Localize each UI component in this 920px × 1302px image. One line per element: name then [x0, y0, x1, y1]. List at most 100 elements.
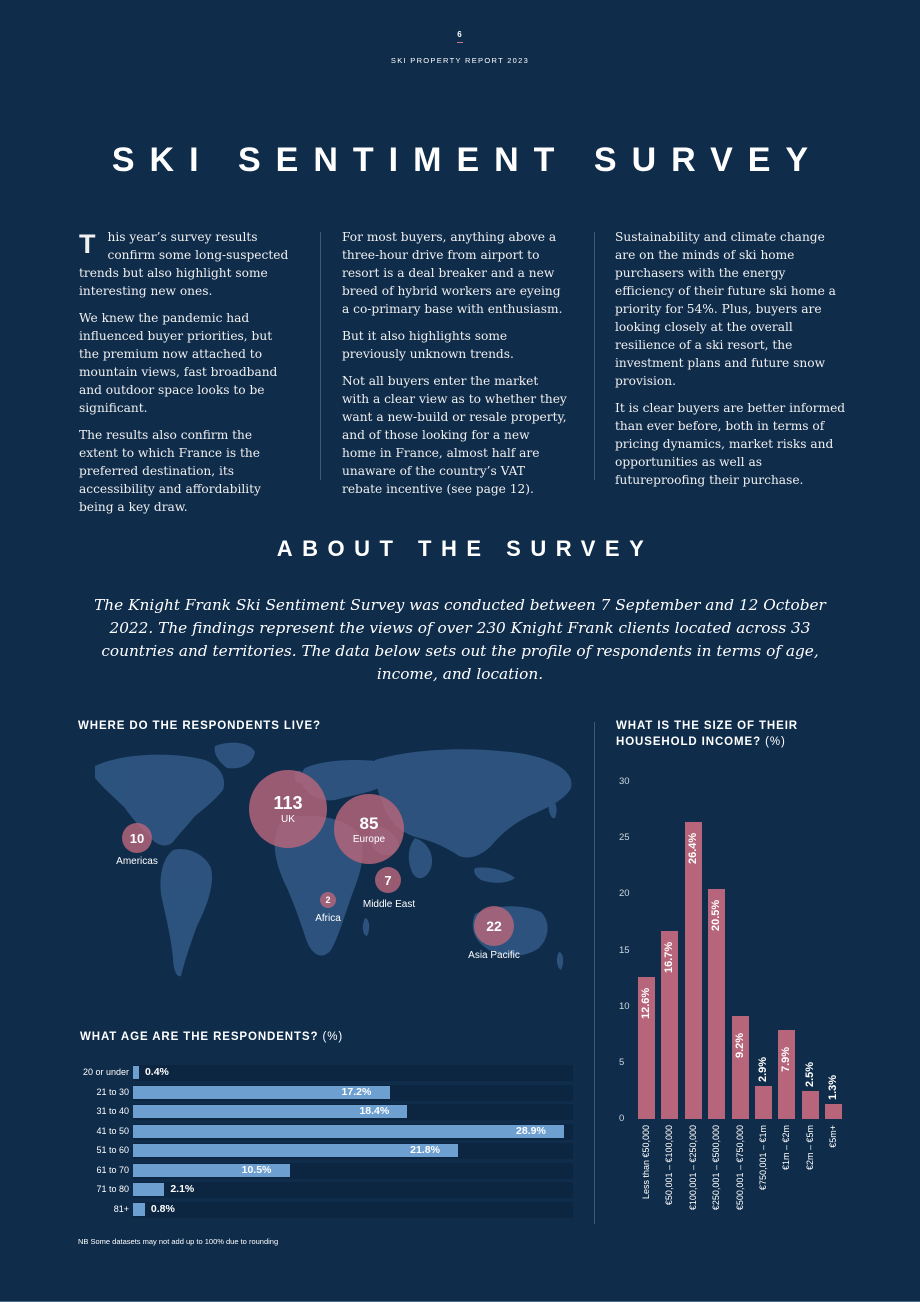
- age-bar: [133, 1085, 390, 1099]
- intro-paragraph: But it also highlights some previously u…: [342, 329, 514, 361]
- income-bar: [731, 1015, 749, 1119]
- intro-column-2: For most buyers, anything above a three-…: [342, 228, 567, 507]
- age-value-label: 18.4%: [359, 1105, 390, 1117]
- income-y-tick: 5: [619, 1056, 625, 1068]
- label-asia-pacific: Asia Pacific: [468, 950, 520, 961]
- age-bar: [133, 1066, 139, 1079]
- age-row: 61 to 70 10.5%: [70, 1162, 575, 1182]
- age-category-label: 20 or under: [82, 1067, 129, 1077]
- bubble-africa: 2: [320, 892, 336, 908]
- age-value-label: 17.2%: [341, 1085, 372, 1098]
- income-category-label: €1m – €2m: [781, 1125, 792, 1171]
- age-bar: [133, 1202, 145, 1216]
- income-value-label: 26.4%: [686, 833, 699, 865]
- age-category-label: 81+: [113, 1203, 129, 1214]
- page-number: 6: [457, 30, 463, 39]
- income-value-label: 12.6%: [640, 988, 652, 1020]
- age-value-label: 10.5%: [241, 1163, 272, 1176]
- footnote: NB Some datasets may not add up to 100% …: [78, 1237, 279, 1246]
- age-value-label: 28.9%: [516, 1124, 546, 1137]
- report-title: SKI PROPERTY REPORT 2023: [390, 56, 530, 65]
- dropcap: T: [79, 229, 96, 259]
- column-divider: [594, 232, 595, 480]
- income-value-label: 20.5%: [710, 899, 723, 931]
- age-category-label: 61 to 70: [96, 1164, 129, 1175]
- bubble-asia-pacific: 22: [474, 906, 514, 946]
- income-y-tick: 15: [619, 944, 630, 956]
- age-bar: [133, 1163, 290, 1177]
- age-bar: [133, 1105, 408, 1118]
- income-value-label: 2.5%: [803, 1061, 816, 1087]
- age-category-label: 71 to 80: [96, 1184, 129, 1194]
- income-category-label: €2m – €5m: [804, 1125, 815, 1171]
- income-y-tick: 25: [619, 832, 630, 844]
- age-row: 41 to 50 28.9%: [70, 1123, 575, 1143]
- age-bar: [133, 1124, 565, 1138]
- section-divider: [594, 722, 595, 1224]
- bubble-europe: 85 Europe: [334, 794, 404, 864]
- income-bar-chart: 0 5 10 15 20 25 30 12.6% Less than €50,000 16.7% €…: [605, 770, 855, 1220]
- age-row: 31 to 40 18.4%: [70, 1103, 575, 1123]
- income-category-label: €750,001 – €1m: [758, 1125, 768, 1191]
- about-text: The Knight Frank Ski Sentiment Survey wa…: [94, 596, 826, 683]
- intro-paragraph: Not all buyers enter the market with a c…: [342, 374, 567, 496]
- location-title: WHERE DO THE RESPONDENTS LIVE?: [78, 720, 321, 732]
- income-category-label: €250,001 – €500,000: [711, 1125, 722, 1211]
- income-value-label: 7.9%: [780, 1047, 793, 1073]
- income-category-label: €5m+: [828, 1125, 839, 1148]
- age-row: 20 or under 0.4%: [70, 1064, 575, 1084]
- age-row: 51 to 60 21.8%: [70, 1142, 575, 1162]
- age-bar-track: [133, 1182, 573, 1198]
- income-category-label: €500,001 – €750,000: [734, 1125, 745, 1211]
- income-bar: [708, 888, 726, 1119]
- age-row: 71 to 80 2.1%: [70, 1181, 575, 1201]
- income-category-label: Less than €50,000: [641, 1125, 651, 1200]
- about-heading: ABOUT THE SURVEY: [276, 536, 654, 561]
- income-value-label: 9.2%: [733, 1032, 746, 1058]
- page-title: SKI SENTIMENT SURVEY: [111, 141, 824, 179]
- income-y-tick: 20: [619, 888, 630, 900]
- label-middle-east: Middle East: [362, 899, 416, 910]
- page-number-divider: [457, 42, 463, 43]
- bubble-americas: 10: [122, 823, 152, 853]
- column-divider: [320, 232, 321, 480]
- age-value-label: 0.8%: [150, 1202, 175, 1215]
- intro-column-3: Sustainability and climate change are on…: [615, 228, 847, 498]
- age-category-label: 41 to 50: [96, 1125, 129, 1136]
- age-value-label: 2.1%: [170, 1183, 195, 1195]
- age-category-label: 21 to 30: [96, 1086, 129, 1097]
- income-bar: [801, 1090, 819, 1119]
- age-bar-chart: 20 or under 0.4% 21 to 30 17.2% 31 to 40 18.4…: [70, 1064, 575, 1220]
- bubble-middle-east: 7: [375, 867, 401, 893]
- intro-paragraph: We knew the pandemic had influenced buye…: [79, 311, 278, 415]
- age-category-label: 31 to 40: [96, 1106, 129, 1116]
- age-bar-track: [133, 1201, 573, 1218]
- intro-paragraph: Sustainability and climate change are on…: [615, 230, 836, 388]
- label-africa: Africa: [315, 913, 341, 924]
- income-bar: [638, 977, 655, 1119]
- income-y-tick: 10: [619, 1000, 630, 1012]
- intro-paragraph: For most buyers, anything above a three-…: [342, 230, 563, 316]
- age-row: 21 to 30 17.2%: [70, 1084, 575, 1104]
- intro-paragraph: It is clear buyers are better informed t…: [615, 401, 846, 487]
- age-row: 81+ 0.8%: [70, 1201, 575, 1221]
- income-value-label: 1.3%: [827, 1075, 840, 1101]
- age-title: WHAT AGE ARE THE RESPONDENTS? (%): [80, 1031, 344, 1043]
- world-map-shapes: [95, 742, 572, 977]
- age-bar-track: [133, 1065, 573, 1081]
- income-bar: [755, 1086, 772, 1119]
- age-category-label: 51 to 60: [96, 1145, 129, 1155]
- income-value-label: 16.7%: [663, 942, 676, 974]
- income-bar: [825, 1104, 843, 1119]
- income-y-tick: 0: [619, 1113, 625, 1124]
- income-bar: [684, 822, 702, 1119]
- income-category-label: €100,001 – €250,000: [687, 1125, 698, 1211]
- income-bar: [661, 931, 679, 1119]
- intro-paragraph: The results also confirm the extent to w…: [79, 428, 261, 514]
- income-category-label: €50,001 – €100,000: [664, 1125, 675, 1206]
- age-value-label: 0.4%: [144, 1066, 169, 1078]
- age-bar: [133, 1183, 165, 1196]
- income-value-label: 2.9%: [757, 1057, 769, 1083]
- world-map: 113 UK 85 Europe 10 Americas 7 Middle Ea…: [55, 738, 595, 1008]
